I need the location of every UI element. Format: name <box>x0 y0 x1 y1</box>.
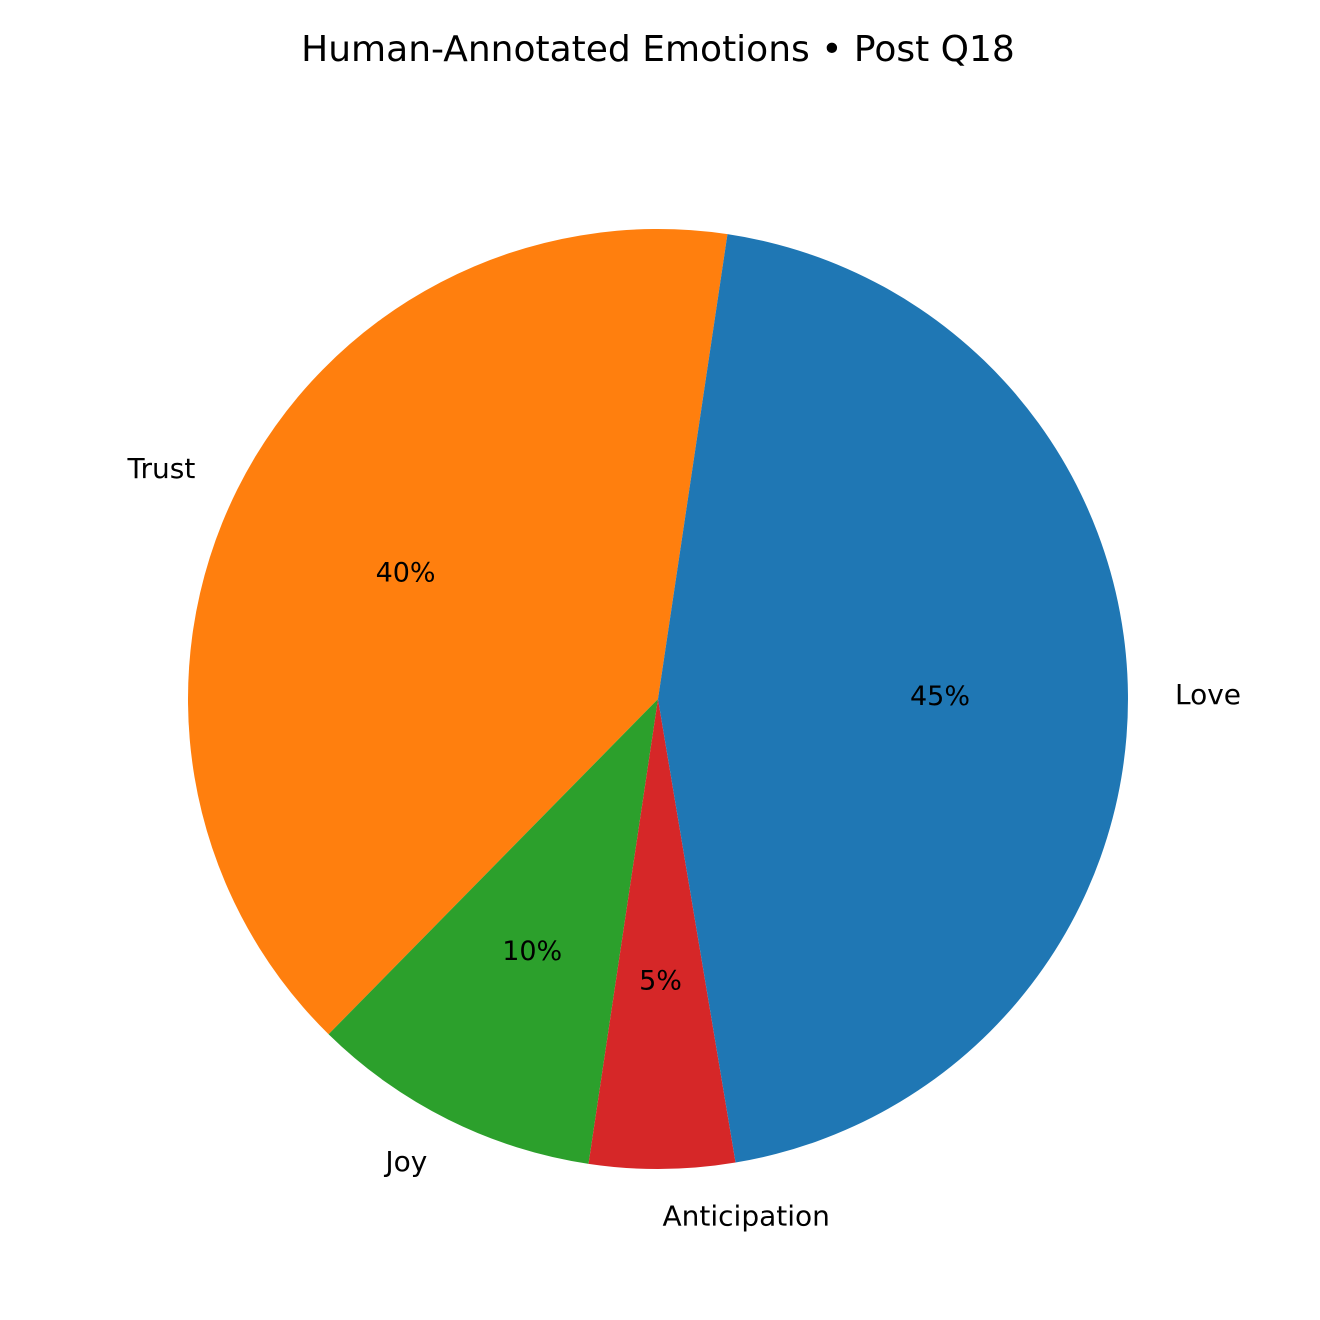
pie-labels: 40% Trust 10% Joy 5% Anticipation 45% Love <box>126 452 1241 1233</box>
slice-label-joy: Joy <box>383 1145 427 1178</box>
pct-label-trust: 40% <box>376 558 436 589</box>
pct-label-love: 45% <box>910 681 970 712</box>
pie-slice-trust <box>187 228 728 1035</box>
pie-slices <box>187 228 1128 1169</box>
pct-label-anticipation: 5% <box>639 966 682 997</box>
slice-label-anticipation: Anticipation <box>663 1200 830 1233</box>
pie-slice-anticipation <box>588 699 736 1169</box>
pie-slice-joy <box>328 699 658 1164</box>
chart-title: Human-Annotated Emotions • Post Q18 <box>301 29 1015 70</box>
slice-label-love: Love <box>1175 678 1241 711</box>
pie-slice-love <box>658 234 1128 1163</box>
pct-label-joy: 10% <box>502 936 562 967</box>
slice-label-trust: Trust <box>126 452 195 485</box>
